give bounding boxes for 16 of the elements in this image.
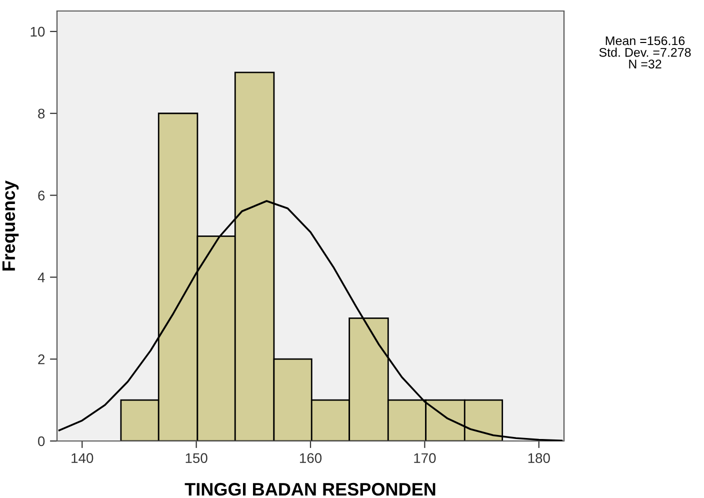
y-tick-label: 10 [30,26,45,37]
y-tick-label: 4 [38,272,45,282]
x-tick-label: 150 [186,453,208,464]
text: N =32 [629,60,662,68]
x-tick-label: 170 [414,453,436,464]
y-axis-title: Frequency [2,180,19,270]
x-tick-label: 160 [300,453,322,464]
x-tick-label: 180 [528,453,550,464]
y-tick-label: 0 [38,436,45,446]
y-tick-label: 2 [38,354,44,364]
y-tick-label: 8 [38,108,45,119]
text: Std. Dev. =7.278 [599,48,691,57]
text: Mean =156.16 [606,36,685,46]
x-tick-label: 140 [72,453,94,464]
y-tick-label: 6 [38,190,45,200]
x-axis-title: TINGGI BADAN RESPONDEN [184,482,436,496]
